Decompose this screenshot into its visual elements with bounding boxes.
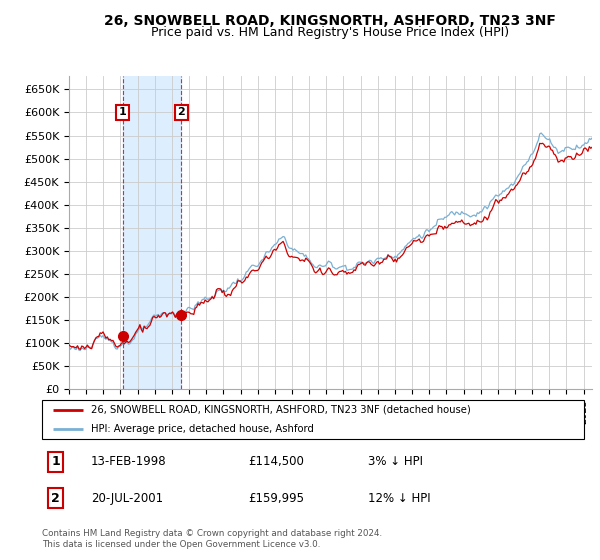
Bar <box>122 76 181 389</box>
Text: 12% ↓ HPI: 12% ↓ HPI <box>368 492 430 505</box>
Text: 3% ↓ HPI: 3% ↓ HPI <box>368 455 423 468</box>
Text: 26, SNOWBELL ROAD, KINGSNORTH, ASHFORD, TN23 3NF: 26, SNOWBELL ROAD, KINGSNORTH, ASHFORD, … <box>104 14 556 28</box>
Text: 1: 1 <box>51 455 60 468</box>
Text: 2: 2 <box>178 108 185 118</box>
Text: 2: 2 <box>51 492 60 505</box>
Text: £114,500: £114,500 <box>248 455 304 468</box>
Text: £159,995: £159,995 <box>248 492 304 505</box>
FancyBboxPatch shape <box>42 399 584 439</box>
Text: 1: 1 <box>119 108 127 118</box>
Text: HPI: Average price, detached house, Ashford: HPI: Average price, detached house, Ashf… <box>91 423 314 433</box>
Text: Price paid vs. HM Land Registry's House Price Index (HPI): Price paid vs. HM Land Registry's House … <box>151 26 509 39</box>
Text: 13-FEB-1998: 13-FEB-1998 <box>91 455 166 468</box>
Text: 20-JUL-2001: 20-JUL-2001 <box>91 492 163 505</box>
Text: Contains HM Land Registry data © Crown copyright and database right 2024.
This d: Contains HM Land Registry data © Crown c… <box>42 529 382 549</box>
Text: 26, SNOWBELL ROAD, KINGSNORTH, ASHFORD, TN23 3NF (detached house): 26, SNOWBELL ROAD, KINGSNORTH, ASHFORD, … <box>91 405 470 415</box>
